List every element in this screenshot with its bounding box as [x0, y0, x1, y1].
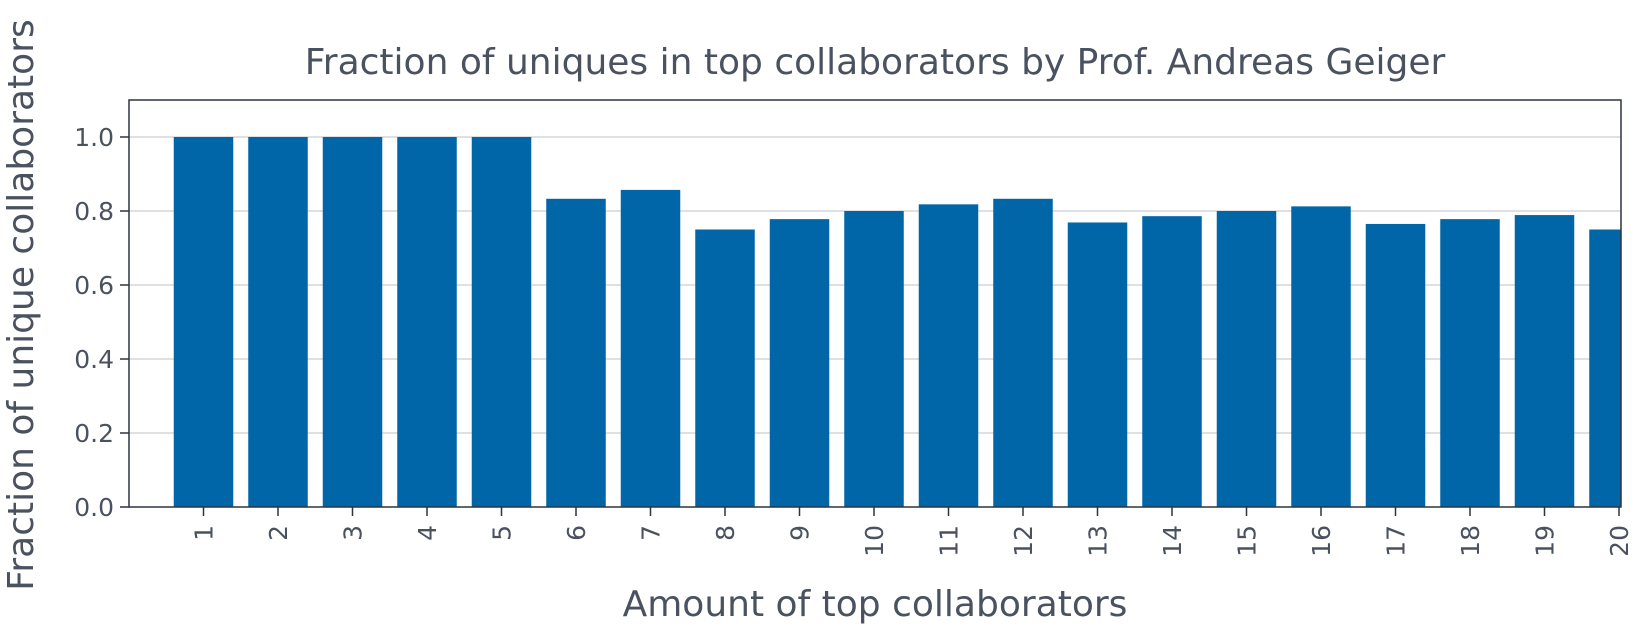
- chart-title: Fraction of uniques in top collaborators…: [305, 42, 1446, 83]
- x-tick-label-20: 20: [1605, 525, 1634, 557]
- bar-7: [620, 189, 681, 507]
- x-tick-label-18: 18: [1456, 525, 1485, 557]
- x-tick-label-12: 12: [1009, 525, 1038, 557]
- x-tick-label-19: 19: [1531, 525, 1560, 557]
- y-tick-label-2: 0.4: [74, 345, 114, 374]
- bar-3: [322, 137, 383, 507]
- x-tick-label-11: 11: [935, 525, 964, 557]
- x-tick-label-3: 3: [339, 525, 368, 541]
- x-tick-label-5: 5: [488, 525, 517, 541]
- y-axis-label: Fraction of unique collaborators: [1, 19, 42, 591]
- x-tick-label-16: 16: [1307, 525, 1336, 557]
- bar-5: [471, 137, 532, 507]
- bar-4: [397, 137, 457, 507]
- y-tick-label-4: 0.8: [74, 197, 114, 226]
- x-axis-label: Amount of top collaborators: [623, 584, 1128, 625]
- bar-1: [173, 137, 234, 507]
- bar-16: [1291, 206, 1351, 507]
- bar-9: [769, 219, 830, 507]
- x-tick-labels: 1 2 3 4 5 6 7 8 9 10 11 12 13 14 15 16 17 18 19 20: [190, 507, 1634, 557]
- bar-6: [546, 198, 606, 508]
- y-tick-label-1: 0.2: [74, 419, 114, 448]
- x-tick-label-10: 10: [860, 525, 889, 557]
- x-tick-label-15: 15: [1233, 525, 1262, 557]
- x-tick-label-6: 6: [562, 525, 591, 541]
- bar-13: [1067, 222, 1128, 507]
- y-tick-label-3: 0.6: [74, 271, 114, 300]
- x-tick-label-2: 2: [264, 525, 293, 541]
- x-tick-label-14: 14: [1158, 525, 1187, 557]
- bar-12: [993, 198, 1053, 508]
- bar-15: [1216, 211, 1277, 507]
- bar-8: [695, 229, 755, 507]
- x-tick-label-7: 7: [637, 525, 666, 541]
- bar-11: [918, 204, 979, 507]
- bar-14: [1142, 216, 1202, 507]
- bar-2: [248, 137, 308, 507]
- bars: [173, 137, 1621, 508]
- bar-20: [1589, 229, 1621, 507]
- y-tick-label-0: 0.0: [74, 493, 114, 522]
- x-tick-label-4: 4: [413, 525, 442, 541]
- y-tick-label-5: 1.0: [74, 123, 114, 152]
- x-tick-label-13: 13: [1084, 525, 1113, 557]
- x-tick-label-8: 8: [711, 525, 740, 541]
- x-tick-label-9: 9: [786, 525, 815, 541]
- plot-border: [128, 99, 1622, 508]
- bar-19: [1514, 215, 1575, 507]
- bar-18: [1440, 219, 1500, 507]
- x-tick-label-1: 1: [190, 525, 219, 541]
- bar-17: [1365, 223, 1426, 507]
- plot-frame: [128, 99, 1622, 508]
- x-tick-label-17: 17: [1382, 525, 1411, 557]
- bar-10: [844, 211, 904, 507]
- y-tick-labels: 0.0 0.2 0.4 0.6 0.8 1.0: [74, 123, 129, 522]
